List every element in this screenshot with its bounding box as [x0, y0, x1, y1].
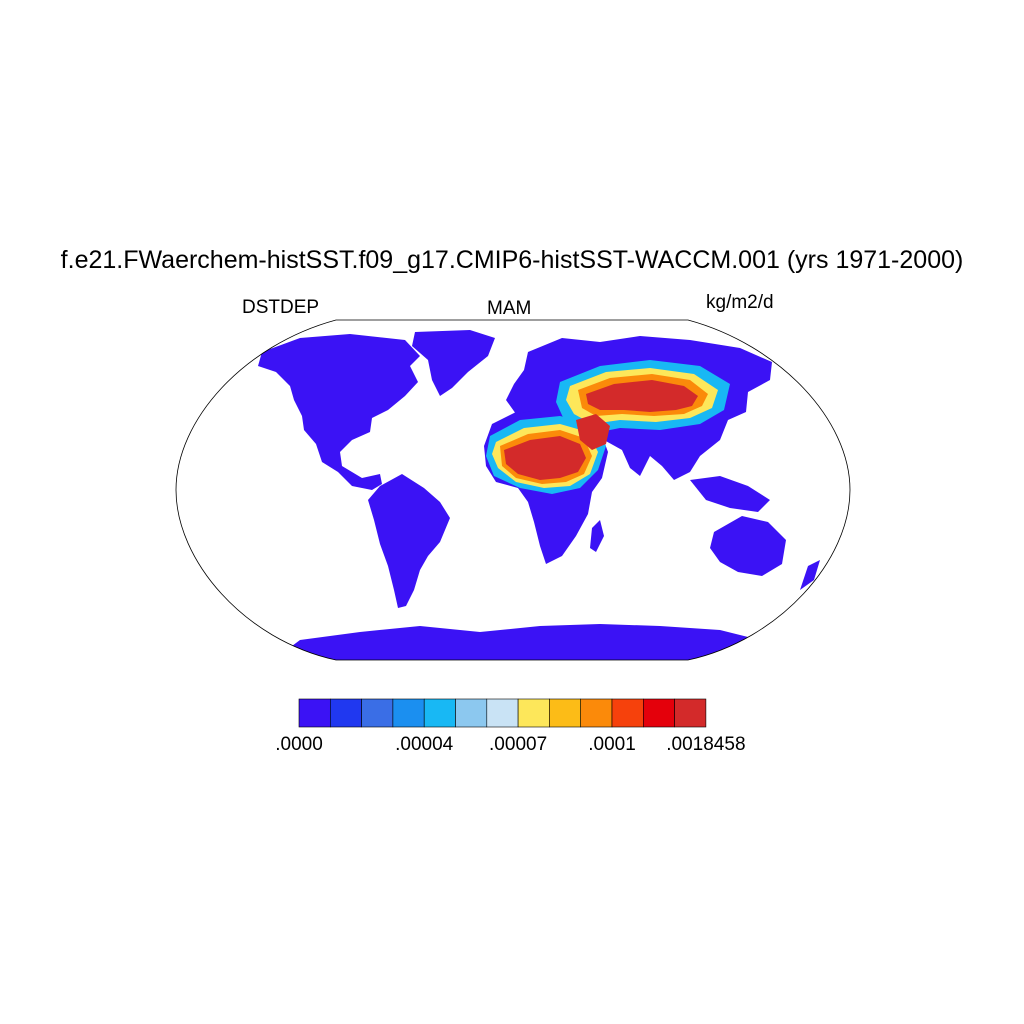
- map-fill-layer: [258, 330, 820, 660]
- colorbar-swatch-8: [549, 698, 582, 728]
- colorbar-swatch-10: [611, 698, 644, 728]
- land-greenland: [412, 330, 495, 396]
- map-boundary: [175, 319, 851, 661]
- colorbar-swatch-4: [423, 698, 456, 728]
- colorbar-swatch-3: [392, 698, 425, 728]
- colorbar: [298, 698, 707, 728]
- colorbar-tick-label: .0001: [588, 734, 636, 755]
- land-antarctica: [260, 624, 780, 660]
- land-australia: [710, 516, 786, 576]
- units-label: kg/m2/d: [706, 292, 774, 313]
- dust-asia-high: [586, 380, 698, 412]
- colorbar-tick-label: .0000: [275, 734, 323, 755]
- land-south-america: [368, 474, 450, 608]
- colorbar-tick-label: .0018458: [666, 734, 746, 755]
- colorbar-swatch-6: [486, 698, 519, 728]
- land-new-zealand: [800, 560, 820, 590]
- colorbar-swatch-0: [298, 698, 331, 728]
- season-label: MAM: [487, 298, 532, 319]
- colorbar-tick-label: .00007: [489, 734, 548, 755]
- land-north-america: [258, 334, 420, 490]
- colorbar-swatch-12: [674, 698, 707, 728]
- colorbar-swatch-9: [580, 698, 613, 728]
- colorbar-swatch-1: [329, 698, 362, 728]
- dust-sahara-high: [504, 436, 586, 480]
- colorbar-swatch-11: [642, 698, 675, 728]
- land-maritime-asia: [690, 476, 770, 512]
- variable-label: DSTDEP: [242, 297, 320, 318]
- colorbar-swatch-7: [517, 698, 550, 728]
- colorbar-swatch-5: [455, 698, 488, 728]
- land-madagascar: [590, 520, 604, 552]
- colorbar-swatch-2: [361, 698, 394, 728]
- dust-arabia-high: [576, 414, 610, 450]
- plot-title: f.e21.FWaerchem-histSST.f09_g17.CMIP6-hi…: [60, 246, 964, 274]
- colorbar-tick-label: .00004: [395, 734, 454, 755]
